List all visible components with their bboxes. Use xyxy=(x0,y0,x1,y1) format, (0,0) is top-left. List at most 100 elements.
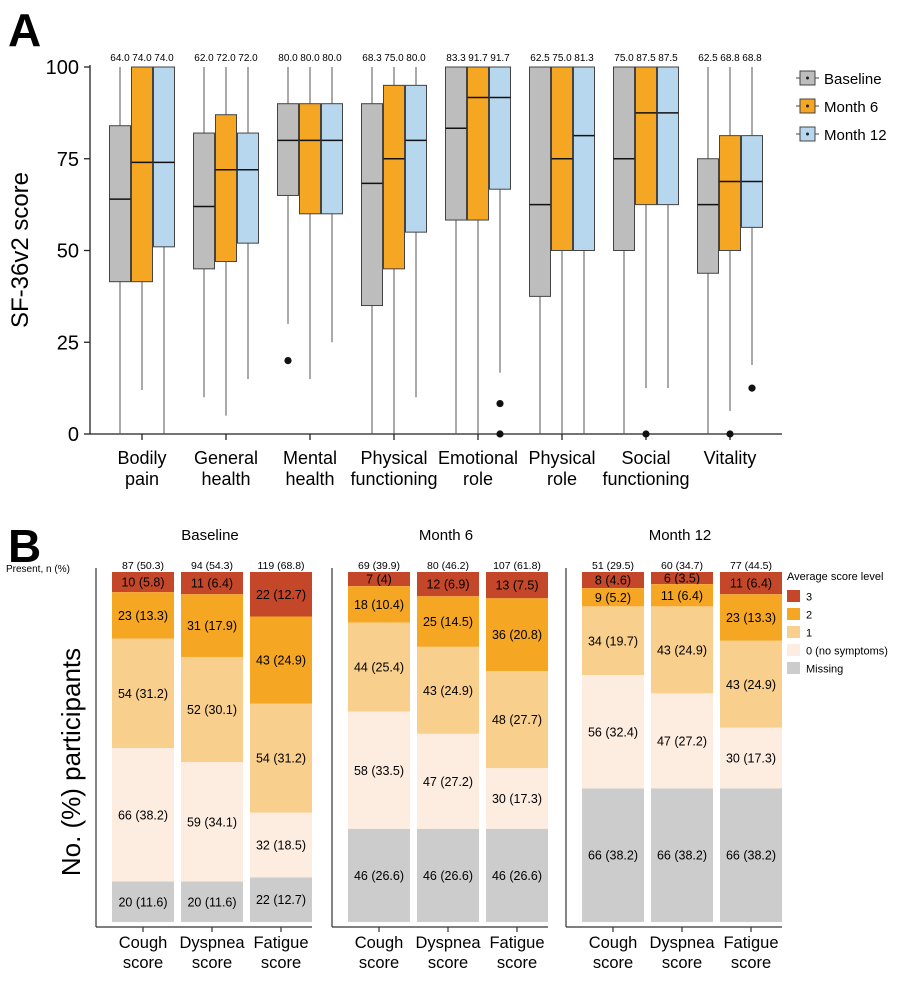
y-tick-label: 50 xyxy=(57,241,79,263)
stack-segment xyxy=(181,881,243,922)
median-value-label: 75.0 xyxy=(614,53,634,64)
category-label: health xyxy=(285,469,334,489)
stack-segment xyxy=(651,572,713,585)
median-value-label: 74.0 xyxy=(154,53,174,64)
stack-segment xyxy=(582,675,644,789)
stack-segment xyxy=(486,572,548,599)
panel-b-legend-title: Average score level xyxy=(787,571,883,583)
box-iqr xyxy=(215,114,237,263)
box-outlier xyxy=(284,357,292,365)
present-count-label: 119 (68.8) xyxy=(257,560,304,572)
box-iqr xyxy=(405,84,427,233)
median-value-label: 68.3 xyxy=(362,53,382,64)
segment-value-label: 32 (18.5) xyxy=(256,839,306,853)
median-value-label: 62.0 xyxy=(194,53,214,64)
category-label: Bodily xyxy=(117,448,166,468)
segment-value-label: 52 (30.1) xyxy=(187,703,237,717)
median-value-label: 81.3 xyxy=(574,53,594,64)
segment-value-label: 47 (27.2) xyxy=(657,734,707,748)
stack-segment xyxy=(720,640,782,728)
stack-segment xyxy=(112,881,174,922)
y-tick-label: 0 xyxy=(68,424,79,446)
box-iqr xyxy=(361,103,383,307)
segment-value-label: 8 (4.6) xyxy=(595,574,631,588)
present-label: Present, n (%) xyxy=(6,564,70,575)
category-label: role xyxy=(463,469,493,489)
panel-title: Month 12 xyxy=(649,527,712,544)
stack-segment xyxy=(720,594,782,641)
y-tick-label: 75 xyxy=(57,149,79,171)
segment-value-label: 66 (38.2) xyxy=(118,808,168,822)
box-iqr xyxy=(299,103,321,215)
category-label: functioning xyxy=(350,469,437,489)
stack-segment xyxy=(486,828,548,922)
present-count-label: 107 (61.8) xyxy=(493,560,541,572)
segment-value-label: 22 (12.7) xyxy=(256,893,306,907)
segment-value-label: 25 (14.5) xyxy=(423,615,473,629)
median-value-label: 87.5 xyxy=(658,53,678,64)
category-label: Emotional xyxy=(438,448,518,468)
median-value-label: 91.7 xyxy=(468,53,488,64)
legend-label: 0 (no symptoms) xyxy=(806,646,888,658)
box-iqr xyxy=(277,103,299,196)
stack-segment xyxy=(582,588,644,607)
stack-segment xyxy=(582,788,644,922)
stack-segment xyxy=(582,606,644,676)
segment-value-label: 34 (19.7) xyxy=(588,634,638,648)
present-count-label: 77 (44.5) xyxy=(730,560,772,572)
segment-value-label: 47 (27.2) xyxy=(423,775,473,789)
stack-segment xyxy=(582,572,644,589)
box-outlier xyxy=(496,430,504,438)
segment-value-label: 20 (11.6) xyxy=(118,895,167,909)
bar-category-label: Fatigue xyxy=(489,934,544,952)
box-iqr xyxy=(109,125,131,283)
stack-segment xyxy=(417,596,479,647)
stack-segment xyxy=(181,762,243,882)
segment-value-label: 66 (38.2) xyxy=(588,849,638,863)
segment-value-label: 58 (33.5) xyxy=(354,764,404,778)
legend-swatch xyxy=(787,608,800,620)
category-label: Mental xyxy=(283,448,337,468)
category-label: health xyxy=(201,469,250,489)
segment-value-label: 9 (5.2) xyxy=(595,591,631,605)
box-iqr xyxy=(445,66,467,221)
present-count-label: 87 (50.3) xyxy=(122,560,164,572)
box-iqr xyxy=(237,132,259,244)
legend-dot xyxy=(806,104,809,108)
segment-value-label: 46 (26.6) xyxy=(354,869,404,883)
segment-value-label: 46 (26.6) xyxy=(423,869,473,883)
segment-value-label: 44 (25.4) xyxy=(354,661,404,675)
legend-label: 3 xyxy=(806,592,812,604)
legend-label: Missing xyxy=(806,664,843,676)
stack-segment xyxy=(112,572,174,593)
median-value-label: 80.0 xyxy=(406,53,426,64)
segment-value-label: 23 (13.3) xyxy=(726,611,776,625)
box-iqr xyxy=(573,66,595,251)
segment-value-label: 66 (38.2) xyxy=(726,849,776,863)
legend-swatch xyxy=(787,590,800,602)
bar-category-label: score xyxy=(428,954,468,972)
bar-category-label: score xyxy=(731,954,771,972)
present-count-label: 94 (54.3) xyxy=(191,560,233,572)
y-tick-label: 25 xyxy=(57,332,79,354)
stack-segment xyxy=(181,572,243,595)
bar-category-label: Fatigue xyxy=(253,934,308,952)
stack-segment xyxy=(720,572,782,595)
median-value-label: 68.8 xyxy=(720,53,740,64)
segment-value-label: 30 (17.3) xyxy=(726,752,776,766)
segment-value-label: 11 (6.4) xyxy=(730,577,772,591)
median-value-label: 64.0 xyxy=(110,53,130,64)
box-iqr xyxy=(697,158,719,274)
stack-segment xyxy=(486,671,548,769)
legend-swatch xyxy=(787,626,800,638)
category-label: functioning xyxy=(602,469,689,489)
bar-category-label: score xyxy=(497,954,537,972)
median-value-label: 72.0 xyxy=(216,53,236,64)
box-outlier xyxy=(496,399,504,408)
stack-segment xyxy=(720,788,782,922)
stack-segment xyxy=(651,606,713,694)
box-iqr xyxy=(529,66,551,297)
segment-value-label: 22 (12.7) xyxy=(256,588,306,602)
